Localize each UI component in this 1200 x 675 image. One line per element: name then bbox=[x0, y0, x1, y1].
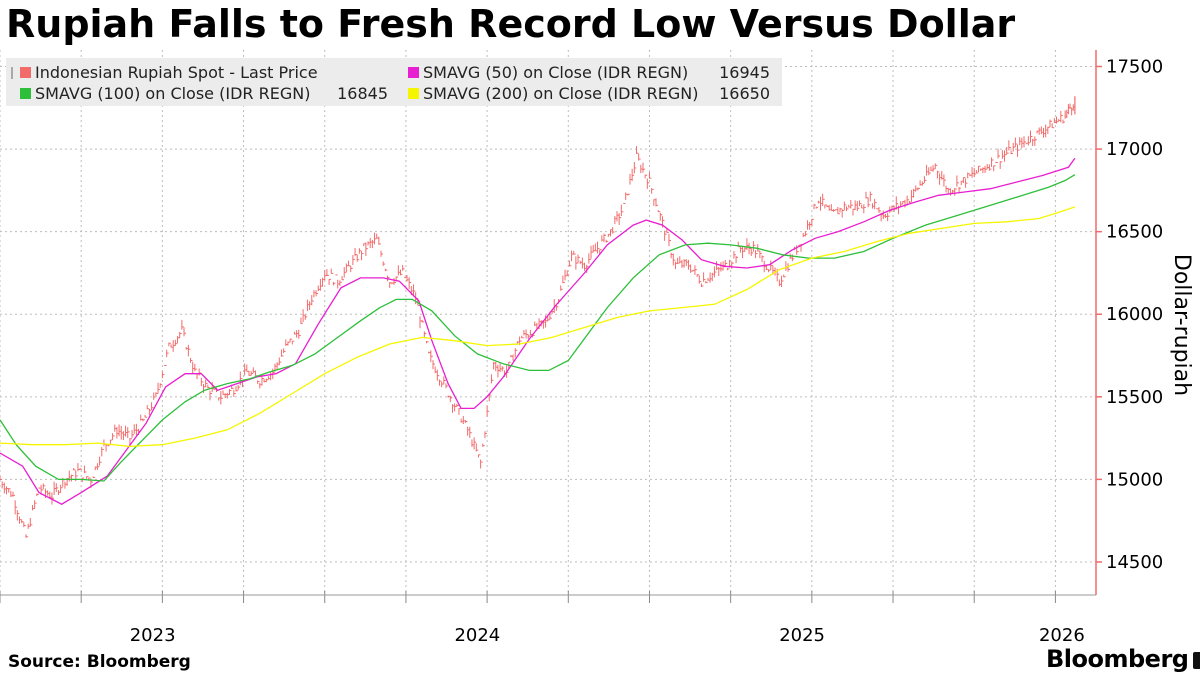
series-layer bbox=[0, 96, 1076, 538]
legend-swatch-1 bbox=[408, 67, 419, 78]
y-tick-label-5: 17000 bbox=[1106, 139, 1163, 160]
x-tick-label-2026: 2026 bbox=[1039, 625, 1085, 646]
y-tick-label-3: 16000 bbox=[1106, 304, 1163, 325]
brand-wordmark: Bloomberg bbox=[1046, 645, 1189, 673]
legend-value-2: 16845 bbox=[337, 84, 388, 103]
y-tick-label-2: 15500 bbox=[1106, 387, 1163, 408]
legend-swatch-2 bbox=[20, 88, 31, 99]
legend: Indonesian Rupiah Spot - Last Price SMAVG… bbox=[6, 58, 782, 106]
series-price-bars bbox=[0, 96, 1076, 538]
axes: 14500 15000 15500 16000 16500 17000 17500 2023 2… bbox=[0, 50, 1163, 646]
legend-swatch-3 bbox=[408, 88, 419, 99]
page-title: Rupiah Falls to Fresh Record Low Versus … bbox=[6, 2, 1016, 46]
legend-value-3: 16650 bbox=[719, 84, 770, 103]
x-tick-label-2025: 2025 bbox=[779, 625, 825, 646]
y-tick-label-0: 14500 bbox=[1106, 552, 1163, 573]
legend-swatch-0 bbox=[20, 67, 31, 78]
series-line-2 bbox=[0, 174, 1076, 482]
y-tick-label-4: 16500 bbox=[1106, 222, 1163, 243]
bloomberg-logo: Bloomberg bbox=[1046, 645, 1200, 673]
source-note: Source: Bloomberg bbox=[8, 652, 191, 672]
series-line-1 bbox=[0, 157, 1076, 505]
legend-label-1: SMAVG (50) on Close (IDR REGN) bbox=[423, 63, 688, 82]
series-line-3 bbox=[0, 206, 1076, 448]
y-axis-label: Dollar-rupiah bbox=[1169, 254, 1194, 396]
x-tick-label-2023: 2023 bbox=[130, 625, 176, 646]
x-tick-label-2024: 2024 bbox=[454, 625, 500, 646]
gridlines bbox=[0, 50, 1096, 595]
legend-label-3: SMAVG (200) on Close (IDR REGN) bbox=[423, 84, 698, 103]
chart-icon bbox=[1193, 651, 1200, 669]
legend-background bbox=[6, 58, 782, 106]
legend-value-1: 16945 bbox=[719, 63, 770, 82]
y-tick-label-1: 15000 bbox=[1106, 469, 1163, 490]
legend-label-0: Indonesian Rupiah Spot - Last Price bbox=[35, 63, 318, 82]
legend-label-2: SMAVG (100) on Close (IDR REGN) bbox=[35, 84, 310, 103]
y-tick-label-6: 17500 bbox=[1106, 57, 1163, 78]
